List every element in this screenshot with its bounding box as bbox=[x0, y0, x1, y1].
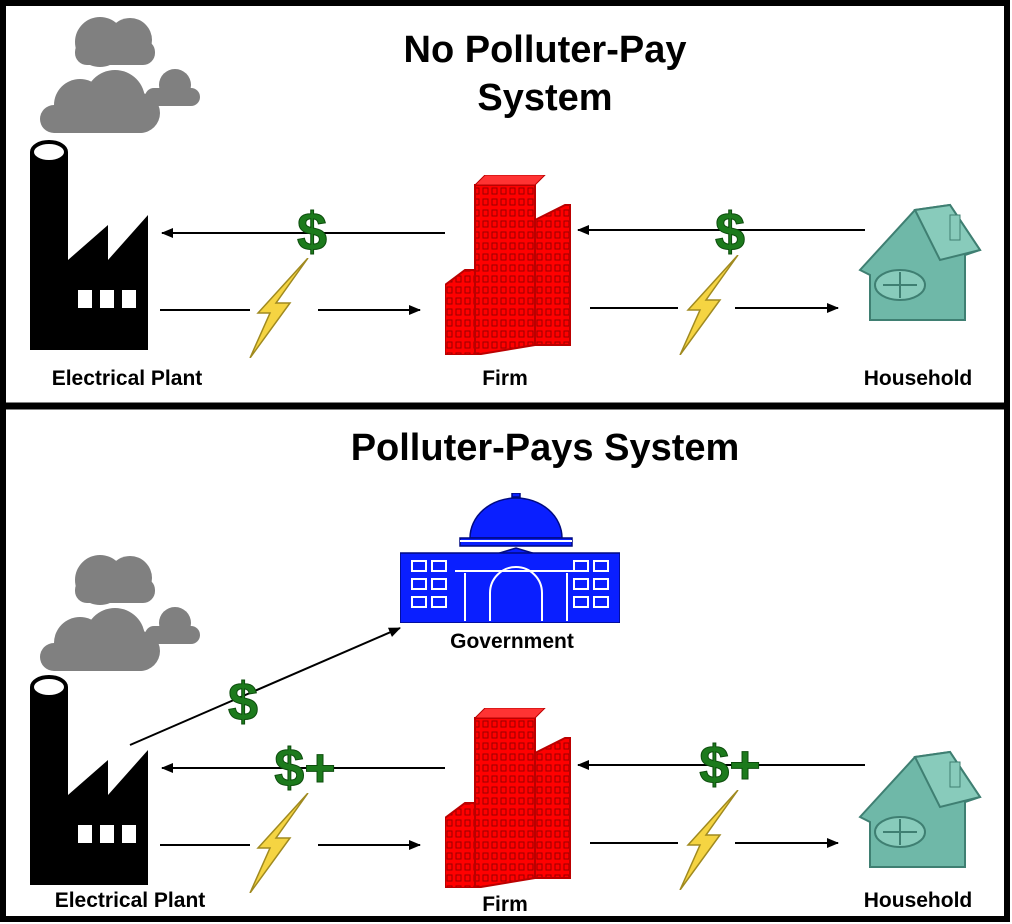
payment-label: $ bbox=[715, 202, 745, 262]
node-label: Household bbox=[864, 889, 973, 912]
node-label: Firm bbox=[482, 893, 528, 916]
payment-label: $ bbox=[297, 202, 327, 262]
payment-label: $ bbox=[228, 672, 258, 732]
diagram: No Polluter-Pay System $ $ Electrical Pl… bbox=[0, 0, 1012, 924]
node-label: Government bbox=[450, 630, 574, 653]
node-label: Electrical Plant bbox=[52, 367, 203, 390]
node-label: Electrical Plant bbox=[55, 889, 206, 912]
payment-label: $+ bbox=[274, 738, 336, 798]
panel-title: System bbox=[477, 77, 612, 119]
node-label: Household bbox=[864, 367, 973, 390]
panel-title: No Polluter-Pay bbox=[404, 29, 687, 71]
payment-label: $+ bbox=[699, 735, 761, 795]
node-label: Firm bbox=[482, 367, 528, 390]
panel-title: Polluter-Pays System bbox=[351, 427, 740, 469]
